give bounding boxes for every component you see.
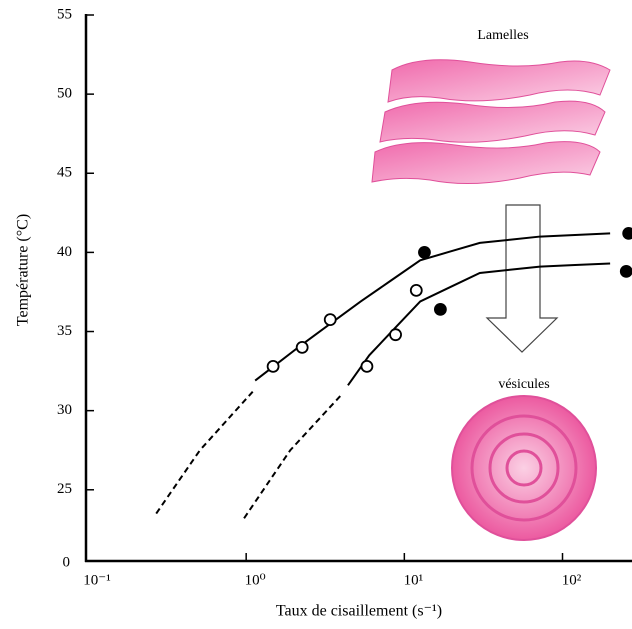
y-tick-label: 30 xyxy=(57,402,72,418)
y-tick-label: 25 xyxy=(57,481,72,497)
data-point xyxy=(266,359,280,373)
curve xyxy=(243,394,343,519)
curve xyxy=(155,390,254,515)
x-tick-label: 10² xyxy=(562,572,582,588)
y-axis-label: Température (°C) xyxy=(15,214,32,326)
x-tick-label: 10¹ xyxy=(404,572,424,588)
curve xyxy=(347,262,611,386)
y-tick-label: 55 xyxy=(57,6,72,22)
arrow xyxy=(485,204,559,353)
data-point xyxy=(360,359,374,373)
vesicle-illustration xyxy=(451,395,597,541)
x-axis-label: Taux de cisaillement (s⁻¹) xyxy=(276,603,442,620)
x-tick-label: 10⁰ xyxy=(245,572,266,588)
data-point xyxy=(418,245,431,259)
annotation: vésicules xyxy=(498,377,549,392)
y-tick-label: 40 xyxy=(57,244,72,260)
x-tick-label: 10⁻¹ xyxy=(83,572,110,588)
data-point xyxy=(622,227,632,240)
y-tick-label: 35 xyxy=(57,323,72,339)
annotation: Lamelles xyxy=(477,28,528,43)
data-point xyxy=(433,302,447,316)
data-point xyxy=(295,340,309,354)
data-point xyxy=(409,283,423,297)
y-tick-label: 50 xyxy=(57,86,72,102)
y-tick-label: 0 xyxy=(63,554,71,570)
lamellae-illustration xyxy=(371,59,611,185)
curve xyxy=(254,232,611,382)
data-point xyxy=(323,313,337,327)
data-point xyxy=(389,328,402,342)
data-point xyxy=(619,264,632,278)
y-tick-label: 45 xyxy=(57,165,72,181)
